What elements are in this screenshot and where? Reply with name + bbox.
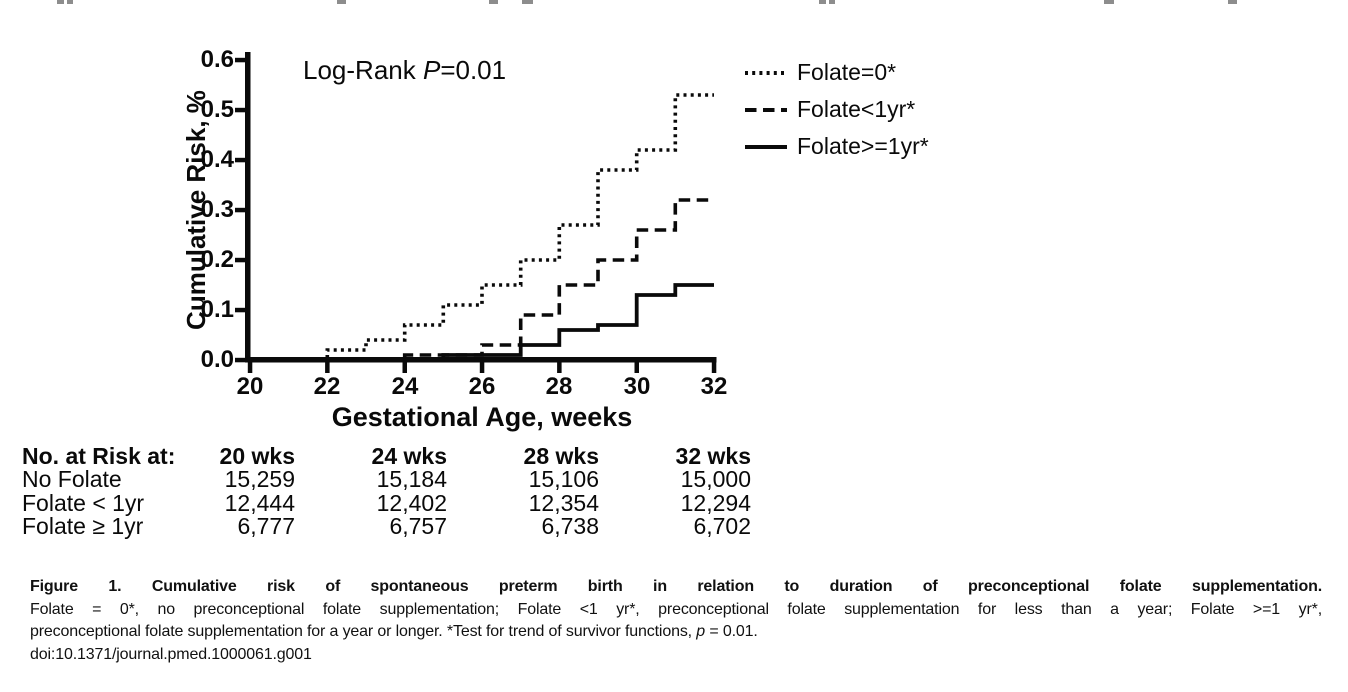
cropped-text-remnant bbox=[57, 0, 64, 4]
risk-table-row-folate-ge1yr: Folate ≥ 1yr 6,777 6,757 6,738 6,702 bbox=[22, 514, 752, 538]
curve-folate-1yr- bbox=[441, 283, 714, 358]
y-tick-mark bbox=[235, 357, 248, 363]
x-tick-mark bbox=[711, 362, 717, 373]
risk-value: 12,444 bbox=[224, 490, 295, 516]
cropped-text-remnant bbox=[489, 0, 498, 4]
x-tick-mark bbox=[247, 362, 253, 373]
curve-folate-1yr- bbox=[402, 198, 714, 358]
cropped-text-remnant bbox=[1104, 0, 1114, 4]
y-tick-mark bbox=[235, 157, 248, 163]
x-tick-mark bbox=[634, 362, 639, 373]
log-rank-text: Log-Rank bbox=[303, 55, 423, 85]
log-rank-p-symbol: P bbox=[422, 55, 441, 85]
x-axis-spine bbox=[245, 357, 717, 363]
dotted-line-sample-icon bbox=[745, 70, 787, 75]
caption-text: = 0.01. bbox=[705, 623, 758, 640]
risk-value: 12,294 bbox=[680, 490, 751, 516]
y-axis-spine bbox=[245, 52, 251, 362]
curve-folate-0- bbox=[325, 93, 714, 358]
legend-entry-folate-lt1yr: Folate<1yr* bbox=[744, 91, 929, 128]
risk-col-header: 24 wks bbox=[371, 443, 447, 469]
x-tick-label: 24 bbox=[391, 373, 419, 400]
legend: Folate=0* Folate<1yr* Folate>=1yr* bbox=[744, 54, 929, 165]
cropped-text-remnant bbox=[819, 0, 826, 4]
risk-value: 6,757 bbox=[389, 513, 447, 539]
cropped-text-remnant bbox=[337, 0, 346, 4]
x-tick-mark bbox=[325, 362, 330, 373]
axis-tick-marks bbox=[235, 57, 717, 373]
y-tick-mark bbox=[235, 207, 248, 213]
risk-col-header: 28 wks bbox=[523, 443, 599, 469]
cropped-text-remnant bbox=[829, 0, 835, 4]
y-tick-mark bbox=[235, 257, 248, 263]
caption-p-symbol: p bbox=[696, 623, 706, 640]
legend-label: Folate>=1yr* bbox=[797, 133, 929, 159]
risk-col-header: 20 wks bbox=[219, 443, 295, 469]
cropped-text-remnant bbox=[522, 0, 533, 4]
risk-value: 12,354 bbox=[528, 490, 599, 516]
risk-value: 15,106 bbox=[528, 466, 599, 492]
x-tick-label: 26 bbox=[468, 373, 496, 400]
risk-value: 15,259 bbox=[224, 466, 295, 492]
y-tick-label: 0.4 bbox=[200, 146, 234, 173]
y-tick-label: 0.0 bbox=[200, 346, 234, 373]
legend-label: Folate=0* bbox=[797, 59, 897, 85]
survival-plot bbox=[235, 52, 717, 373]
y-tick-label: 0.6 bbox=[200, 46, 234, 73]
y-tick-label: 0.2 bbox=[200, 246, 234, 273]
cropped-text-remnant bbox=[67, 0, 73, 4]
caption-text: preconceptional folate supplementation f… bbox=[30, 623, 697, 640]
x-tick-label: 22 bbox=[313, 373, 341, 400]
x-tick-label: 32 bbox=[700, 373, 728, 400]
risk-row-label: Folate ≥ 1yr bbox=[22, 513, 144, 539]
risk-table-row-folate-lt1yr: Folate < 1yr 12,444 12,402 12,354 12,294 bbox=[22, 491, 752, 515]
risk-value: 6,702 bbox=[693, 513, 751, 539]
x-tick-label: 30 bbox=[623, 373, 651, 400]
risk-table-header: No. at Risk at: 20 wks 24 wks 28 wks 32 … bbox=[22, 444, 752, 468]
legend-entry-folate-ge1yr: Folate>=1yr* bbox=[744, 128, 929, 165]
caption-doi: doi:10.1371/journal.pmed.1000061.g001 bbox=[30, 645, 312, 663]
y-tick-mark bbox=[235, 107, 248, 113]
risk-value: 12,402 bbox=[376, 490, 447, 516]
dashed-line-sample-icon bbox=[745, 107, 787, 112]
log-rank-value: =0.01 bbox=[440, 55, 507, 85]
risk-value: 15,184 bbox=[376, 466, 447, 492]
y-axis-title: Cumulative Risk, % bbox=[181, 90, 211, 330]
x-tick-mark bbox=[557, 362, 562, 373]
legend-label: Folate<1yr* bbox=[797, 96, 916, 122]
risk-row-label: Folate < 1yr bbox=[22, 490, 145, 516]
legend-entry-folate0: Folate=0* bbox=[744, 54, 929, 91]
x-tick-mark bbox=[479, 362, 485, 373]
risk-col-header: 32 wks bbox=[675, 443, 751, 469]
y-tick-label: 0.1 bbox=[200, 296, 234, 323]
risk-value: 6,777 bbox=[237, 513, 295, 539]
x-tick-label: 28 bbox=[545, 373, 573, 400]
caption-line: Folate = 0*, no preconceptional folate s… bbox=[30, 600, 1322, 618]
y-tick-label: 0.3 bbox=[200, 196, 234, 223]
caption-title: Figure 1. Cumulative risk of spontaneous… bbox=[30, 578, 1322, 595]
risk-value: 15,000 bbox=[680, 466, 751, 492]
cropped-text-remnant bbox=[1228, 0, 1237, 4]
caption-line: preconceptional folate supplementation f… bbox=[30, 621, 1322, 644]
y-tick-mark bbox=[235, 57, 248, 63]
x-tick-mark bbox=[402, 362, 407, 373]
figure-caption: Figure 1. Cumulative risk of spontaneous… bbox=[30, 576, 1322, 666]
risk-curves bbox=[325, 93, 714, 358]
solid-line-sample-icon bbox=[745, 144, 787, 149]
risk-table-title: No. at Risk at: bbox=[22, 443, 176, 469]
risk-row-label: No Folate bbox=[22, 466, 122, 492]
y-tick-label: 0.5 bbox=[200, 96, 234, 123]
x-axis-title: Gestational Age, weeks bbox=[331, 402, 633, 432]
risk-table-row-no-folate: No Folate 15,259 15,184 15,106 15,000 bbox=[22, 467, 752, 491]
y-tick-mark bbox=[235, 307, 248, 313]
risk-value: 6,738 bbox=[541, 513, 599, 539]
log-rank-annotation: Log-Rank P=0.01 bbox=[303, 55, 506, 86]
x-tick-label: 20 bbox=[236, 373, 264, 400]
